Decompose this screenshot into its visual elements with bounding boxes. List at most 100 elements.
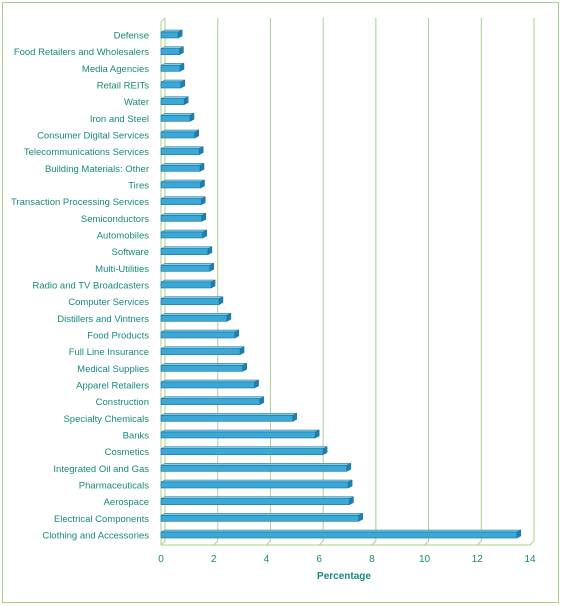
- bar: [160, 396, 265, 406]
- bar: [160, 279, 216, 289]
- category-label: Integrated Oil and Gas: [53, 464, 149, 475]
- bar-front-face: [160, 348, 241, 355]
- bar-front-face: [160, 165, 201, 172]
- bar-top-face: [160, 246, 213, 249]
- category-label: Food Retailers and Wholesalers: [14, 47, 149, 58]
- bar-front-face: [160, 381, 255, 389]
- bar: [160, 529, 522, 539]
- category-label: Full Line Insurance: [69, 347, 149, 358]
- category-label: Construction: [96, 397, 149, 408]
- bar: [160, 246, 213, 256]
- x-tick-label: 4: [264, 554, 270, 565]
- bar: [160, 512, 363, 522]
- bar-front-face: [160, 81, 182, 89]
- x-tick-labels: 0 2 4 6 8 10 12 14: [158, 554, 536, 565]
- bar: [160, 412, 298, 422]
- category-label: Automobiles: [97, 231, 150, 242]
- bar-front-face: [160, 365, 244, 372]
- bar-front-face: [160, 248, 209, 255]
- category-label: Electrical Components: [54, 514, 149, 525]
- bar-front-face: [160, 215, 203, 222]
- category-label: Software: [112, 247, 150, 258]
- category-label: Medical Supplies: [77, 364, 149, 375]
- bar: [160, 446, 328, 456]
- bar-front-face: [160, 65, 181, 72]
- category-label: Retail REITs: [97, 81, 150, 92]
- bar: [160, 129, 199, 139]
- bar-front-face: [160, 415, 294, 422]
- bar-front-face: [160, 148, 200, 155]
- category-label: Distillers and Vintners: [57, 314, 149, 325]
- bar: [160, 262, 215, 272]
- category-label: Media Agencies: [82, 64, 149, 75]
- category-label: Radio and TV Broadcasters: [32, 281, 149, 292]
- bar-front-face: [160, 231, 203, 239]
- x-tick-label: 10: [419, 554, 431, 565]
- bar: [160, 196, 206, 206]
- bar-top-face: [160, 213, 206, 216]
- bar-front-face: [160, 315, 228, 322]
- gridline-floor: [213, 540, 219, 546]
- bar-top-face: [160, 179, 205, 183]
- category-label: Aerospace: [104, 497, 149, 508]
- x-tick-label: 8: [369, 554, 375, 565]
- bar: [160, 429, 320, 439]
- category-label: Specialty Chemicals: [63, 414, 149, 425]
- bar-front-face: [160, 481, 349, 489]
- bar-front-face: [160, 431, 316, 439]
- category-labels: Defense Food Retailers and Wholesalers Med…: [11, 31, 149, 542]
- bar-front-face: [160, 281, 212, 289]
- bar-front-face: [160, 131, 196, 139]
- bar: [160, 479, 353, 489]
- gridline-floor: [476, 540, 482, 546]
- bar-front-face: [160, 48, 180, 55]
- gridline-floor: [318, 540, 324, 546]
- bar: [160, 312, 232, 322]
- category-label: Multi-Utilities: [95, 264, 149, 275]
- bar: [160, 346, 245, 356]
- bar: [160, 496, 354, 506]
- bar: [160, 96, 189, 106]
- x-tick-label: 6: [316, 554, 322, 565]
- bar: [160, 462, 352, 472]
- bar-front-face: [160, 515, 359, 522]
- bar-front-face: [160, 498, 350, 505]
- bar: [160, 229, 207, 239]
- x-tick-label: 2: [211, 554, 217, 565]
- bar-front-face: [160, 448, 324, 455]
- bars: [160, 29, 522, 539]
- category-label: Consumer Digital Services: [37, 131, 149, 142]
- category-label: Computer Services: [68, 297, 149, 308]
- bar-front-face: [160, 465, 348, 472]
- category-label: Telecommunications Services: [24, 147, 149, 158]
- bar-top-face: [160, 113, 195, 116]
- category-label: Pharmaceuticals: [79, 481, 149, 492]
- category-label: Food Products: [87, 331, 149, 342]
- bar-front-face: [160, 115, 191, 122]
- bar: [160, 162, 205, 172]
- bar-top-face: [160, 229, 207, 233]
- bar-top-face: [160, 96, 189, 99]
- category-label: Apparel Retailers: [76, 381, 149, 392]
- bar-front-face: [160, 331, 236, 339]
- bar-top-face: [160, 196, 206, 199]
- bar-front-face: [160, 298, 220, 305]
- category-label: Transaction Processing Services: [11, 197, 149, 208]
- bar-front-face: [160, 531, 518, 539]
- gridline-floor: [529, 540, 535, 546]
- bar: [160, 329, 240, 339]
- gridline-floor: [266, 540, 271, 546]
- category-label: Iron and Steel: [90, 114, 149, 125]
- category-label: Cosmetics: [105, 447, 150, 458]
- bar: [160, 379, 259, 389]
- category-label: Semiconductors: [81, 214, 149, 225]
- bar: [160, 179, 205, 189]
- category-label: Building Materials: Other: [45, 164, 149, 175]
- bar-top-face: [160, 163, 205, 166]
- x-tick-label: 0: [158, 554, 164, 565]
- bar: [160, 29, 183, 39]
- x-tick-label: 12: [472, 554, 484, 565]
- category-label: Tires: [128, 181, 149, 192]
